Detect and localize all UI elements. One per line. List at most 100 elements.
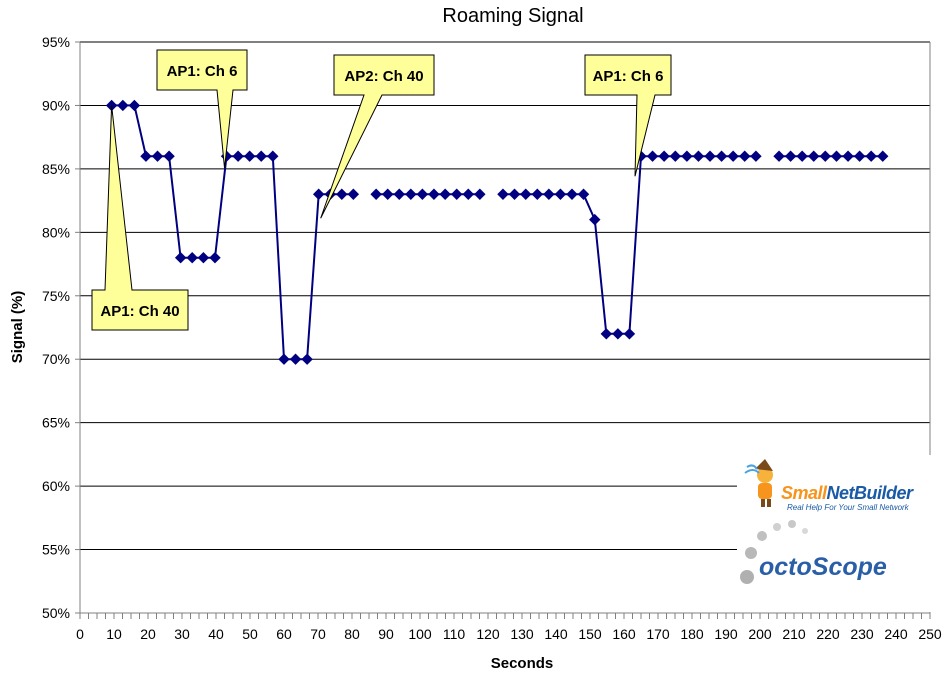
x-tick-label: 90 <box>378 626 394 642</box>
wizard-mascot-icon <box>744 459 773 507</box>
logo-watermark: SmallNetBuilder Real Help For Your Small… <box>737 455 931 612</box>
x-tick-label: 190 <box>714 626 738 642</box>
data-point <box>704 150 716 162</box>
data-point <box>163 150 175 162</box>
data-point <box>278 353 290 365</box>
series-signal <box>105 99 889 365</box>
x-tick-label: 150 <box>578 626 602 642</box>
x-tick-label: 170 <box>646 626 670 642</box>
data-point <box>174 252 187 264</box>
smallnetbuilder-tagline: Real Help For Your Small Network <box>787 503 909 512</box>
data-point <box>451 188 463 200</box>
x-tick-label: 60 <box>276 626 292 642</box>
data-point <box>554 188 567 200</box>
y-tick-label: 65% <box>42 415 70 431</box>
data-point <box>151 150 164 162</box>
y-tick-label: 55% <box>42 542 70 558</box>
x-tick-label: 110 <box>443 626 466 642</box>
data-point <box>623 328 636 340</box>
y-tick-label: 75% <box>42 288 70 304</box>
data-point <box>646 150 659 162</box>
data-point <box>428 188 440 200</box>
smallnetbuilder-logo: SmallNetBuilder Real Help For Your Small… <box>743 459 933 515</box>
x-tick-label: 230 <box>850 626 874 642</box>
data-point <box>750 150 762 162</box>
data-point <box>784 150 797 162</box>
x-tick-label: 180 <box>680 626 704 642</box>
data-point <box>347 188 360 200</box>
smallnetbuilder-wordmark: SmallNetBuilder <box>781 483 913 503</box>
y-tick-label: 95% <box>42 34 70 50</box>
data-point <box>289 353 302 365</box>
data-point <box>128 99 141 112</box>
data-point <box>140 150 152 162</box>
annotations: AP1: Ch 40 AP1: Ch 6 AP2: Ch 40 AP1: Ch 6 <box>91 49 672 331</box>
callout-annotation: AP1: Ch 40 <box>91 105 189 331</box>
octoscope-wordmark: octoScope <box>759 553 887 581</box>
data-point <box>531 188 544 200</box>
data-point <box>405 188 417 200</box>
callout-box <box>91 105 189 331</box>
data-point <box>336 188 348 200</box>
data-point <box>727 150 739 162</box>
data-point <box>197 252 210 264</box>
x-tick-label: 80 <box>344 626 360 642</box>
x-tick-label: 100 <box>408 626 432 642</box>
callout-box <box>584 54 672 177</box>
callout-label: AP1: Ch 40 <box>100 303 179 320</box>
data-point <box>773 150 785 162</box>
data-point <box>301 353 313 365</box>
data-point <box>577 188 590 200</box>
gridlines <box>80 41 930 551</box>
data-point <box>381 188 394 200</box>
x-tick-label: 200 <box>748 626 772 642</box>
data-point <box>520 188 532 200</box>
x-tick-label: 120 <box>476 626 500 642</box>
y-tick-labels: 50% 55% 60% 65% 70% 75% 80% 85% 90% 95% <box>42 34 80 621</box>
data-point <box>808 150 820 162</box>
x-tick-label: 250 <box>918 626 942 642</box>
y-tick-label: 85% <box>42 161 70 177</box>
series-line-segment <box>111 104 354 361</box>
callout-label: AP1: Ch 6 <box>593 68 664 85</box>
data-point <box>658 150 670 162</box>
callout-annotation: AP1: Ch 6 <box>584 54 672 177</box>
data-point <box>209 252 221 264</box>
data-point <box>681 150 693 162</box>
y-axis-title: Signal (%) <box>9 291 26 364</box>
data-point <box>474 188 486 200</box>
data-point <box>842 150 854 162</box>
data-point <box>543 188 555 200</box>
x-tick-label: 20 <box>140 626 156 642</box>
x-tick-label: 0 <box>76 626 84 642</box>
y-tick-label: 90% <box>42 97 70 113</box>
x-tick-label: 210 <box>782 626 806 642</box>
data-point <box>830 150 843 162</box>
data-point <box>819 150 831 162</box>
data-point <box>312 188 325 200</box>
data-point <box>853 150 866 162</box>
x-tick-labels: 0 10 20 30 40 50 60 70 80 90 100 110 120 130 140 150 160… <box>76 613 942 642</box>
data-point <box>796 150 808 162</box>
data-point <box>232 150 244 162</box>
callout-label: AP1: Ch 6 <box>167 63 238 80</box>
data-point <box>255 150 267 162</box>
data-point <box>186 252 198 264</box>
y-tick-label: 50% <box>42 605 70 621</box>
data-point <box>669 150 682 162</box>
octoscope-dots-icon <box>740 520 808 584</box>
callout-annotation: AP2: Ch 40 <box>320 54 435 219</box>
callout-box <box>156 49 248 169</box>
series-line-segment <box>503 155 756 335</box>
data-point <box>439 188 451 200</box>
data-point <box>370 188 382 200</box>
data-point <box>497 188 509 200</box>
data-point <box>715 150 728 162</box>
data-point <box>738 150 751 162</box>
y-tick-label: 60% <box>42 478 70 494</box>
x-tick-label: 10 <box>106 626 122 642</box>
data-point <box>462 188 474 200</box>
x-tick-label: 30 <box>174 626 190 642</box>
